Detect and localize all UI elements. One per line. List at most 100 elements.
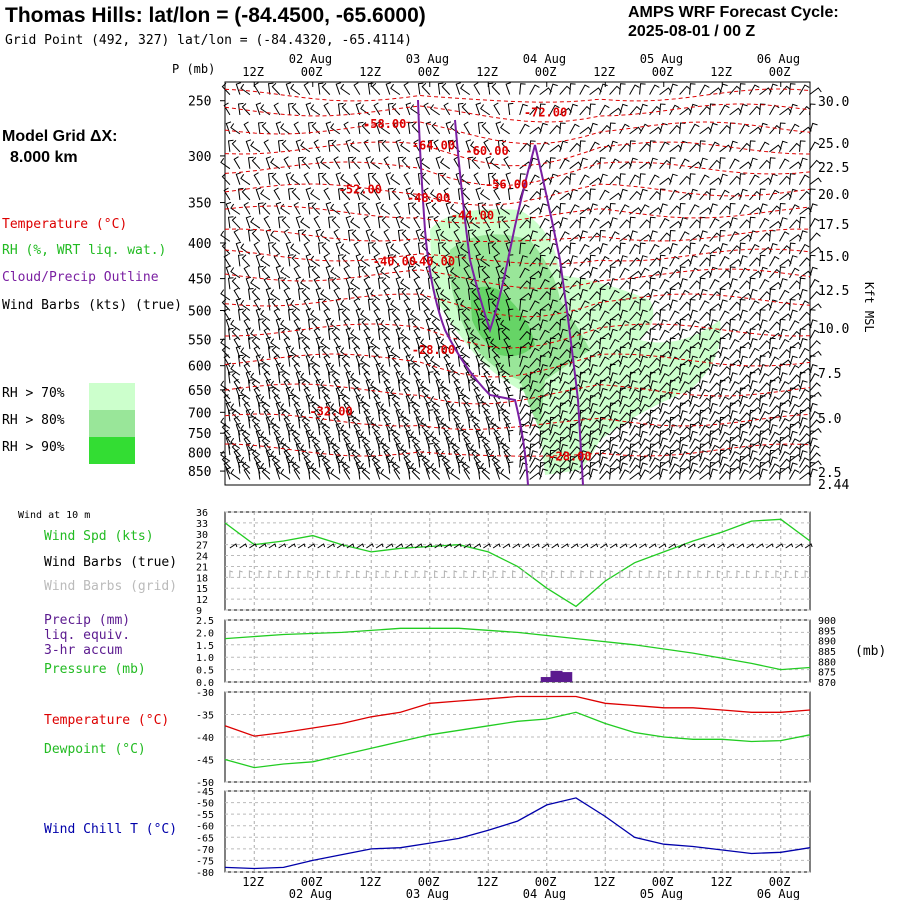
wind-barb — [719, 396, 730, 407]
wind-barb — [360, 462, 371, 475]
wind-barb — [267, 242, 274, 255]
wind-barb — [490, 380, 500, 392]
wind-barb — [255, 253, 262, 267]
wind-barb — [649, 277, 656, 290]
wind-barb — [769, 463, 780, 474]
wind-barb — [659, 340, 671, 350]
wind-barb — [395, 139, 402, 152]
wind-barb — [331, 140, 341, 153]
wind-barb — [380, 364, 391, 376]
wind-barb — [779, 338, 790, 350]
wind-barb — [759, 355, 766, 367]
wind-barb — [599, 470, 611, 480]
wind-barb — [411, 467, 421, 480]
wind-barb — [759, 278, 770, 290]
wind-barb — [263, 215, 271, 229]
wind-barb — [809, 122, 818, 135]
wind-barb — [220, 380, 231, 392]
wind-barb — [390, 347, 401, 359]
wind-barb — [317, 242, 324, 255]
wind-barb — [729, 437, 736, 449]
wind-barb — [311, 467, 321, 480]
wind-barb — [759, 402, 768, 415]
wind-barb — [257, 436, 264, 449]
wind-barb — [809, 303, 822, 311]
wind-barb — [277, 327, 284, 340]
top-time-tick-label: 12Z — [359, 65, 381, 79]
wind-barb — [340, 83, 351, 96]
wind-barb — [353, 172, 361, 185]
wind-barb — [569, 204, 580, 215]
wind-barb — [739, 255, 748, 267]
wind-barb — [699, 337, 708, 350]
wind-barb — [689, 242, 696, 255]
wind-barb — [639, 423, 646, 436]
wind-barb — [235, 345, 242, 359]
wind-barb — [407, 202, 414, 215]
wind-barb — [809, 444, 820, 456]
wind-barb — [769, 439, 781, 449]
wind-barb — [719, 424, 728, 436]
wind-barb-grid — [395, 570, 399, 578]
wind-barb — [445, 317, 452, 331]
wind-barb — [699, 174, 710, 185]
windchill-tick-label: -80 — [196, 868, 214, 879]
wind-barb — [659, 266, 668, 279]
wind-barb — [699, 288, 708, 301]
pressure-tick-label: 450 — [188, 273, 211, 288]
wind-barb — [397, 337, 404, 350]
wind-barb — [659, 382, 671, 392]
wind-barb — [467, 416, 474, 429]
wind-barb — [425, 467, 432, 480]
wind-barb — [347, 229, 354, 242]
wind-barb — [467, 337, 474, 350]
wind-barb — [491, 172, 501, 186]
wind-barb — [420, 289, 430, 301]
wind-barb — [599, 189, 610, 201]
wind-barb — [240, 299, 251, 311]
wind-barb — [569, 346, 576, 359]
wind-barb — [291, 188, 301, 201]
wind-barb — [410, 189, 421, 201]
wind-barb — [305, 187, 312, 201]
wind-barb — [360, 356, 371, 368]
wind-barb — [739, 320, 750, 331]
wind-barb — [519, 403, 530, 415]
wind-barb — [243, 121, 251, 135]
wind-barb — [639, 387, 646, 400]
wind-barb — [579, 432, 591, 443]
wind-barb — [709, 217, 720, 229]
wind-barb — [529, 174, 540, 185]
wind-barb — [453, 156, 461, 169]
wind-barb — [769, 321, 781, 331]
wind-barb — [233, 228, 241, 242]
wind-barb — [320, 338, 331, 350]
wind-barb — [450, 437, 460, 449]
wind-barb — [393, 317, 401, 331]
wind-barb — [397, 379, 404, 392]
wind-barb — [809, 340, 821, 350]
wind-barb — [609, 363, 616, 376]
wind-barb — [363, 215, 371, 229]
wind-barb-grid — [658, 570, 663, 578]
wind-barb — [539, 278, 550, 290]
wind-barb — [519, 374, 532, 384]
pressure-tick-label: 880 — [818, 657, 836, 668]
wind-barb — [307, 318, 314, 331]
wind-barb — [539, 395, 546, 407]
wind-barb — [391, 394, 401, 408]
wind-barb-grid — [590, 570, 594, 578]
wind-barb — [271, 242, 281, 255]
wind-barb — [480, 395, 490, 408]
wind-barb — [310, 309, 321, 322]
precip-bar — [560, 672, 573, 682]
wind-barb — [500, 123, 510, 135]
wind-barb — [689, 320, 700, 331]
wind-barb — [599, 321, 611, 331]
wind-barb — [461, 308, 471, 321]
wind-barb — [391, 308, 401, 321]
wind-barb — [371, 242, 381, 255]
wind-barb — [480, 356, 490, 368]
wind-barb — [467, 229, 474, 242]
kft-tick-label: 12.5 — [818, 284, 849, 299]
